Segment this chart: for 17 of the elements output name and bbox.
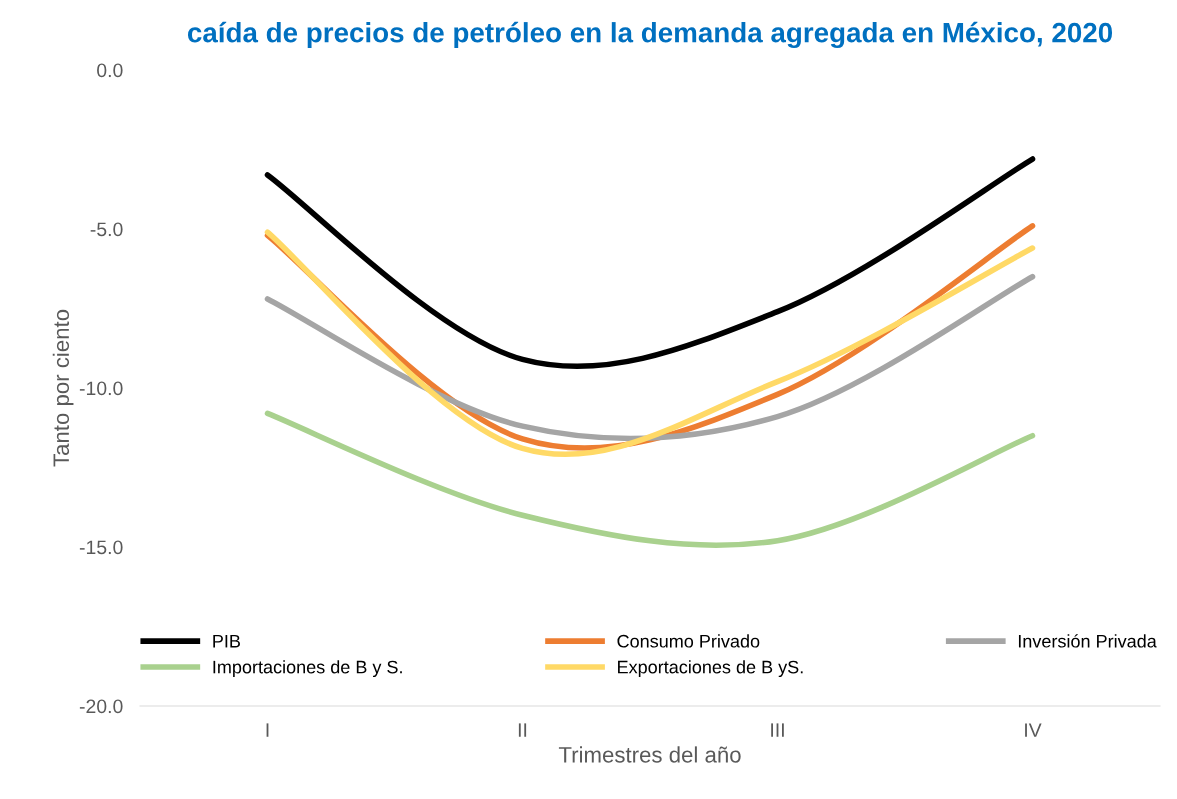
legend-label: Inversión Privada <box>1018 634 1157 648</box>
x-tick-label: III <box>771 723 784 737</box>
y-tick-label: -5.0 <box>90 222 123 237</box>
y-tick-label: -20.0 <box>79 699 123 714</box>
y-axis-title: Tanto por ciento <box>52 309 74 467</box>
legend-label: Exportaciones de B yS. <box>618 660 803 678</box>
x-axis-title: Trimestres del año <box>558 746 741 763</box>
x-tick-label: IV <box>1025 723 1042 737</box>
y-tick-label: 0.0 <box>97 63 123 78</box>
y-tick-label: -10.0 <box>79 381 123 396</box>
x-tick-label: I <box>266 723 269 737</box>
x-tick-label: II <box>518 723 527 737</box>
legend-label: Consumo Privado <box>617 634 760 648</box>
legend-label: PIB <box>213 635 240 648</box>
y-tick-label: -15.0 <box>79 540 123 555</box>
legend-label: Importaciones de B y S. <box>213 660 402 678</box>
chart-title: caída de precios de petróleo en la demanda agregada en México, 2020 <box>187 21 1113 49</box>
